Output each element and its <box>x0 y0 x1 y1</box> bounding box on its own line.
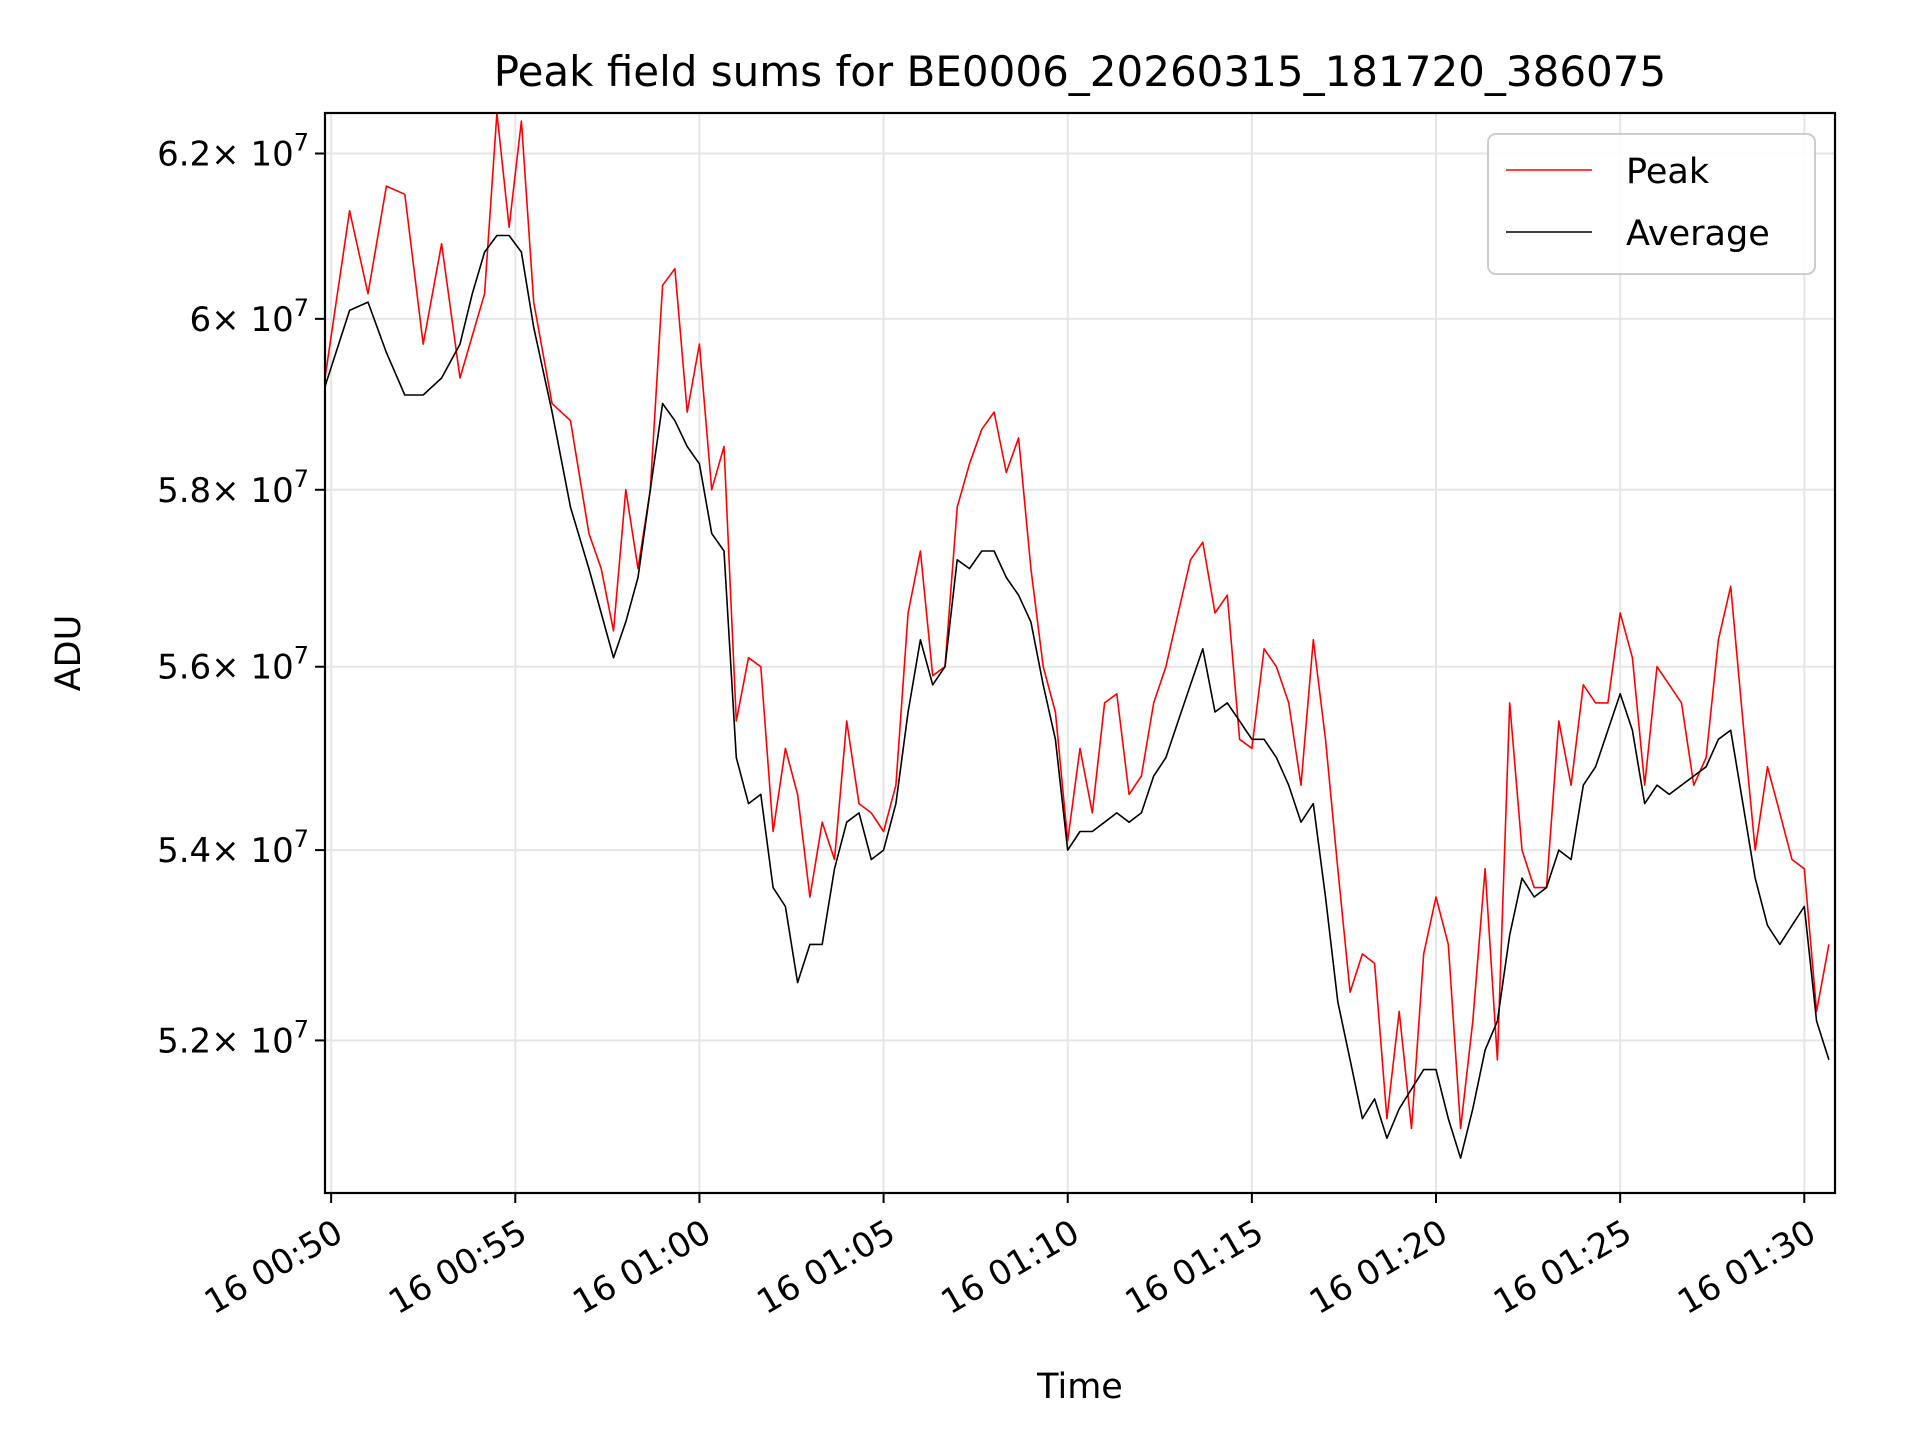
chart-title: Peak field sums for BE0006_20260315_1817… <box>494 47 1666 96</box>
series-line-peak <box>324 112 1830 1130</box>
series-layer <box>324 112 1830 1159</box>
legend: Peak Average <box>1487 133 1816 275</box>
y-tick-label: 6.2× 107 <box>157 129 309 175</box>
y-tick-label: 5.8× 107 <box>157 465 309 511</box>
plot-frame <box>323 111 1837 1195</box>
legend-label-peak: Peak <box>1626 152 1710 192</box>
grid-lines <box>325 113 1835 1193</box>
series-line-average <box>324 234 1830 1159</box>
y-axis-ticks: 5.2× 107 5.4× 107 5.6× 107 5.8× 107 6× 107 6.… <box>157 129 325 1061</box>
x-axis-label: Time <box>1036 1367 1123 1407</box>
legend-label-average: Average <box>1626 214 1770 254</box>
y-tick-label: 6× 107 <box>190 294 309 340</box>
y-tick-label: 5.4× 107 <box>157 825 309 871</box>
y-tick-label: 5.2× 107 <box>157 1015 309 1061</box>
y-axis-label: ADU <box>49 615 89 692</box>
legend-box <box>1487 133 1816 275</box>
y-tick-label: 5.6× 107 <box>157 642 309 688</box>
